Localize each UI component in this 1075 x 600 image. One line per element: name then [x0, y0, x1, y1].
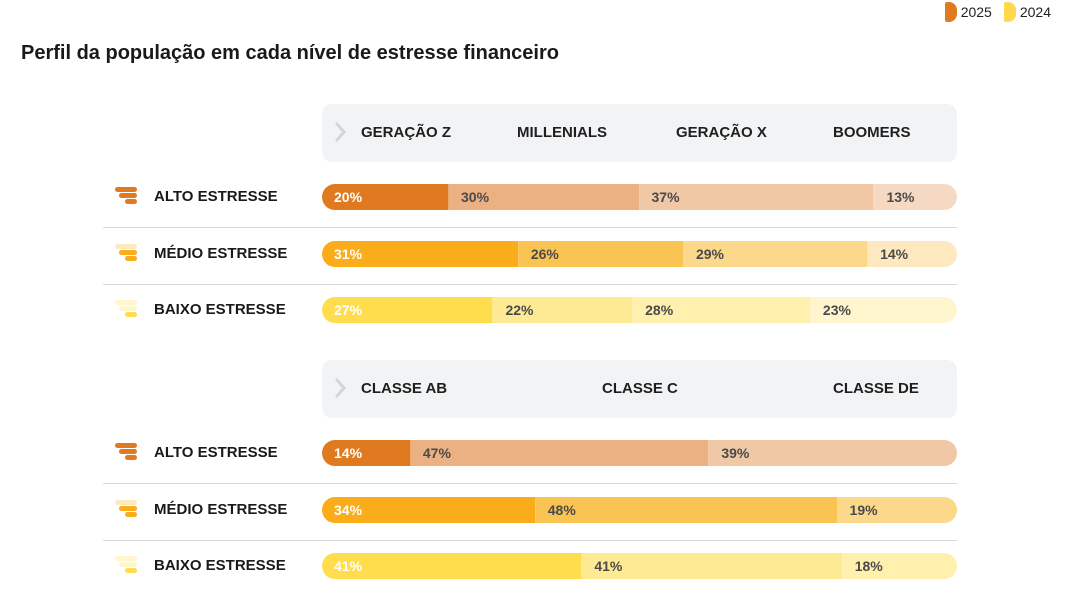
column-label: CLASSE AB [361, 380, 448, 397]
row-label: ALTO ESTRESSE [154, 188, 278, 205]
bar-segment: 28% [633, 297, 811, 323]
row-medio-estresse: MÉDIO ESTRESSE 34% 48% 19% [0, 485, 957, 541]
row-medio-estresse: MÉDIO ESTRESSE 31% 26% 29% 14% [0, 229, 957, 285]
legend-label-2024: 2024 [1019, 4, 1051, 20]
row-divider [103, 539, 957, 541]
bar-segment: 22% [493, 297, 634, 323]
column-header: GERAÇÃO Z MILLENIALS GERAÇÃO X BOOMERS [322, 104, 957, 162]
bar-segment: 41% [582, 553, 843, 579]
legend-item-2024: 2024 [1003, 2, 1051, 22]
row-divider [103, 227, 957, 228]
bar-segment: 18% [842, 553, 957, 579]
bar-segment: 29% [683, 240, 869, 267]
bar-segment: 14% [868, 240, 957, 267]
stacked-bar: 20% 30% 37% 13% [322, 184, 957, 210]
bar-segment: 37% [639, 184, 875, 210]
bar-segment: 27% [322, 297, 494, 323]
column-label: BOOMERS [833, 124, 911, 141]
column-label: GERAÇÃO X [676, 124, 767, 141]
row-alto-estresse: ALTO ESTRESSE 20% 30% 37% 13% [0, 172, 957, 228]
chevron-right-icon [335, 378, 346, 398]
row-divider [103, 283, 957, 285]
bar-segment: 23% [810, 297, 957, 323]
legend: 2025 2024 [944, 2, 1051, 22]
bar-segment: 47% [410, 440, 710, 466]
bar-segment: 41% [322, 553, 583, 579]
stacked-bar: 14% 47% 39% [322, 440, 957, 466]
stacked-bar: 31% 26% 29% 14% [322, 240, 957, 267]
stress-low-icon [115, 556, 141, 576]
bar-segment: 39% [709, 440, 957, 466]
legend-swatch-2025 [944, 2, 957, 22]
bar-segment: 14% [322, 440, 411, 466]
stress-medium-icon [115, 499, 141, 520]
column-header: CLASSE AB CLASSE C CLASSE DE [322, 360, 957, 418]
column-label: CLASSE C [602, 380, 678, 397]
legend-swatch-2024 [1003, 2, 1016, 22]
legend-label-2025: 2025 [960, 4, 992, 20]
row-label: BAIXO ESTRESSE [154, 301, 286, 318]
bar-segment: 30% [449, 184, 640, 210]
stacked-bar: 27% 22% 28% 23% [322, 297, 957, 323]
column-label: GERAÇÃO Z [361, 124, 451, 141]
stacked-bar: 34% 48% 19% [322, 496, 957, 523]
row-baixo-estresse: BAIXO ESTRESSE 41% 41% 18% [0, 541, 957, 597]
stacked-bar: 41% 41% 18% [322, 553, 957, 579]
bar-segment: 31% [322, 240, 519, 267]
row-label: MÉDIO ESTRESSE [154, 500, 288, 518]
stress-high-icon [115, 187, 141, 207]
column-label: CLASSE DE [833, 380, 919, 397]
row-label: ALTO ESTRESSE [154, 444, 278, 461]
stress-medium-icon [115, 243, 141, 264]
stress-high-icon [115, 443, 141, 463]
bar-segment: 20% [322, 184, 449, 210]
row-alto-estresse: ALTO ESTRESSE 14% 47% 39% [0, 428, 957, 484]
bar-segment: 34% [322, 496, 536, 523]
bar-segment: 19% [837, 496, 957, 523]
row-divider [103, 483, 957, 484]
bar-segment: 13% [874, 184, 957, 210]
chevron-right-icon [335, 122, 346, 142]
chart-title: Perfil da população em cada nível de est… [21, 42, 559, 64]
row-baixo-estresse: BAIXO ESTRESSE 27% 22% 28% 23% [0, 285, 957, 341]
legend-item-2025: 2025 [944, 2, 992, 22]
column-label: MILLENIALS [517, 124, 607, 141]
bar-segment: 48% [535, 496, 838, 523]
row-label: MÉDIO ESTRESSE [154, 244, 288, 262]
bar-segment: 26% [518, 240, 684, 267]
stress-low-icon [115, 300, 141, 320]
row-label: BAIXO ESTRESSE [154, 557, 286, 574]
